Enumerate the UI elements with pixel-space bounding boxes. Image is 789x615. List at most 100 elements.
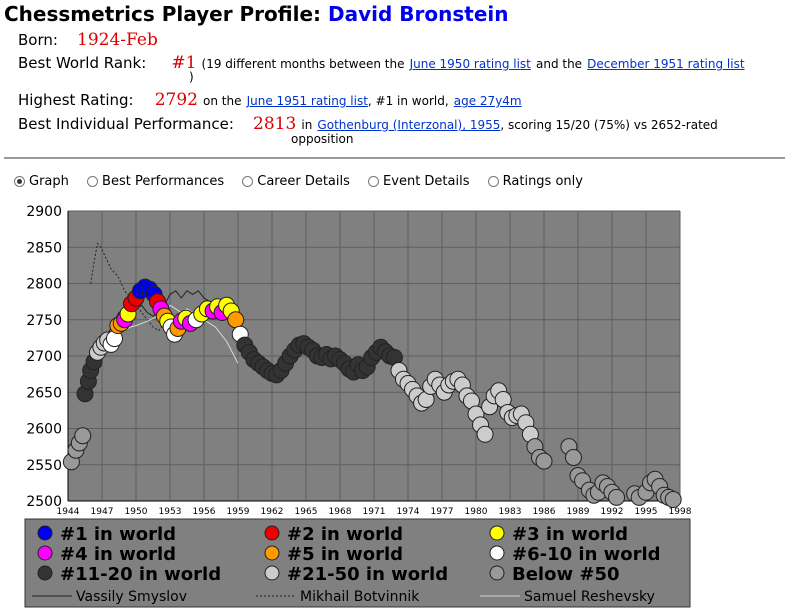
- age-link[interactable]: age 27y4m: [453, 94, 522, 108]
- tab-graph[interactable]: Graph: [14, 174, 69, 189]
- radio-career-details[interactable]: [242, 176, 254, 187]
- rating-row: Highest Rating: 2792 on the June 1951 ra…: [18, 90, 522, 110]
- legend-line-label: Vassily Smyslov: [76, 589, 187, 605]
- rank-label: Best World Rank:: [18, 54, 147, 72]
- legend-marker: [264, 545, 280, 561]
- legend-marker: [37, 545, 53, 561]
- radio-ratings-only[interactable]: [487, 176, 499, 187]
- legend-label: #2 in world: [287, 524, 403, 545]
- legend-label: Below #50: [512, 564, 620, 585]
- x-tick-label: 1992: [601, 507, 624, 517]
- y-tick-label: 2650: [26, 385, 62, 401]
- x-tick-label: 1968: [329, 507, 352, 517]
- title-prefix: Chessmetrics Player Profile:: [4, 2, 322, 26]
- legend-label: #1 in world: [60, 524, 176, 545]
- x-tick-label: 1995: [635, 507, 658, 517]
- legend-label: #3 in world: [512, 524, 628, 545]
- x-tick-label: 1959: [227, 507, 250, 517]
- perf-text-2: , scoring 15/20 (75%) vs 2652-rated: [500, 118, 718, 132]
- tab-career-details[interactable]: Career Details: [242, 174, 350, 189]
- x-tick-label: 1980: [465, 507, 488, 517]
- legend-line-label: Mikhail Botvinnik: [300, 589, 420, 605]
- rating-point: [74, 427, 92, 445]
- rating-point: [564, 449, 582, 466]
- tab-career-details-label: Career Details: [257, 174, 350, 189]
- rating-point: [227, 311, 245, 329]
- tab-ratings-only-label: Ratings only: [502, 174, 583, 189]
- tab-graph-label: Graph: [29, 174, 69, 189]
- legend-box: [24, 518, 691, 608]
- perf-value: 2813: [253, 114, 297, 134]
- rating-text-2: , #1 in world,: [367, 94, 449, 108]
- x-tick-label: 1950: [125, 507, 148, 517]
- x-tick-label: 1944: [57, 507, 80, 517]
- legend-label: #5 in world: [287, 544, 403, 565]
- x-tick-label: 1974: [397, 507, 420, 517]
- legend-label: #6-10 in world: [512, 544, 661, 565]
- legend-marker: [264, 525, 280, 541]
- legend-line-label: Samuel Reshevsky: [524, 589, 655, 605]
- legend-label: #11-20 in world: [60, 564, 221, 585]
- chart-svg: 2500 2550 2600 2650 2700 2750 2800 2850 2900 1944…: [24, 204, 692, 608]
- legend-marker: [489, 565, 505, 581]
- born-label: Born:: [18, 31, 58, 49]
- x-tick-label: 1971: [363, 507, 386, 517]
- y-tick-label: 2850: [26, 240, 62, 256]
- rating-point: [608, 488, 626, 506]
- view-tabs: Graph Best Performances Career Details E…: [14, 174, 597, 191]
- december-1951-link[interactable]: December 1951 rating list: [587, 57, 745, 71]
- y-tick-label: 2600: [26, 422, 62, 438]
- tab-ratings-only[interactable]: Ratings only: [487, 174, 583, 189]
- rank-text-2: and the: [535, 57, 583, 71]
- tab-best-performances-label: Best Performances: [102, 174, 225, 189]
- legend-label: #4 in world: [60, 544, 176, 565]
- x-tick-label: 1953: [159, 507, 182, 517]
- radio-best-performances[interactable]: [87, 176, 99, 187]
- rating-point: [664, 491, 682, 509]
- perf-text-3: opposition: [291, 132, 354, 146]
- x-tick-label: 1998: [669, 507, 692, 517]
- rating-chart: 2500 2550 2600 2650 2700 2750 2800 2850 2900 1944…: [0, 195, 789, 615]
- rank-text-3: ): [189, 70, 194, 84]
- tab-event-details[interactable]: Event Details: [368, 174, 470, 189]
- series-line-samuel-reshevsky: [118, 304, 239, 364]
- rating-label: Highest Rating:: [18, 91, 134, 109]
- gothenburg-link[interactable]: Gothenburg (Interzonal), 1955: [317, 118, 501, 132]
- rank-value: #1: [171, 53, 197, 73]
- legend-label: #21-50 in world: [287, 564, 448, 585]
- x-tick-label: 1989: [567, 507, 590, 517]
- born-value: 1924-Feb: [77, 30, 158, 50]
- tab-best-performances[interactable]: Best Performances: [87, 174, 224, 189]
- rating-value: 2792: [154, 90, 198, 110]
- born-row: Born: 1924-Feb: [18, 30, 158, 50]
- radio-graph[interactable]: [14, 176, 25, 187]
- x-tick-label: 1983: [499, 507, 522, 517]
- y-tick-label: 2800: [26, 277, 62, 293]
- divider: [4, 157, 785, 159]
- radio-event-details[interactable]: [368, 176, 380, 187]
- perf-text-1: in: [301, 118, 313, 132]
- x-tick-label: 1962: [261, 507, 284, 517]
- june-1951-link[interactable]: June 1951 rating list: [246, 94, 368, 108]
- legend-marker: [264, 565, 280, 581]
- rank-row: Best World Rank: #1 (19 different months…: [18, 53, 745, 73]
- tab-event-details-label: Event Details: [383, 174, 470, 189]
- rank-text-1: (19 different months between the: [201, 57, 405, 71]
- x-tick-label: 1947: [91, 507, 114, 517]
- legend-marker: [489, 525, 505, 541]
- x-tick-label: 1956: [193, 507, 216, 517]
- rating-point: [535, 452, 553, 470]
- june-1950-link[interactable]: June 1950 rating list: [409, 57, 531, 71]
- player-name: David Bronstein: [328, 2, 509, 26]
- legend-marker: [37, 565, 53, 581]
- perf-label: Best Individual Performance:: [18, 115, 234, 133]
- rating-text-1: on the: [203, 94, 242, 108]
- x-tick-label: 1986: [533, 507, 556, 517]
- y-tick-label: 2550: [26, 458, 62, 474]
- legend-marker: [37, 525, 53, 541]
- y-tick-label: 2700: [26, 349, 62, 365]
- y-tick-label: 2900: [26, 204, 62, 220]
- performance-row: Best Individual Performance: 2813 in Got…: [18, 114, 718, 134]
- y-tick-label: 2750: [26, 313, 62, 329]
- x-tick-label: 1965: [295, 507, 318, 517]
